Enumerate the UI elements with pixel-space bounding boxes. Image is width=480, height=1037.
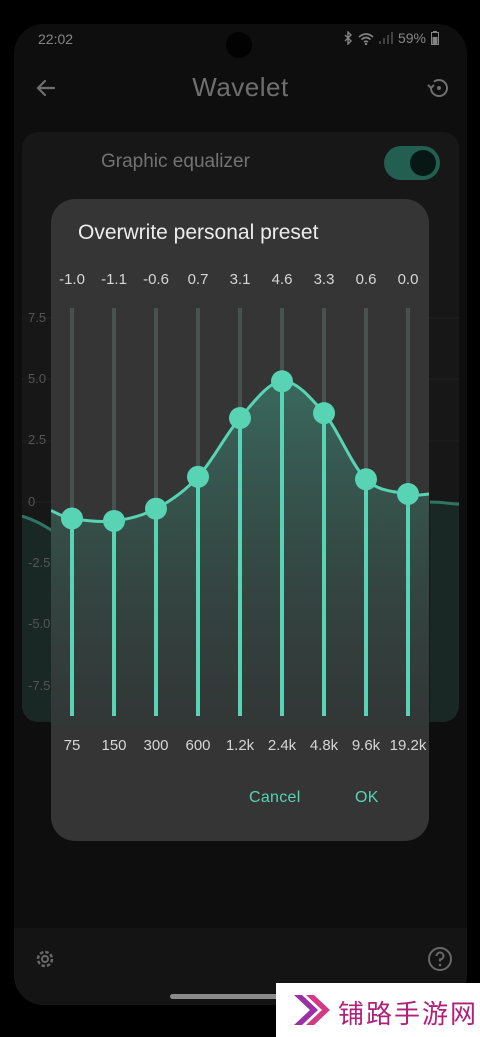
gain-label: 0.0: [397, 271, 419, 288]
axis-label: 0: [28, 494, 36, 509]
overwrite-preset-dialog: Overwrite personal preset -1.0 -1.1 -0.6…: [51, 199, 429, 841]
freq-label: 75: [63, 737, 81, 754]
axis-label: 5.0: [28, 371, 47, 386]
slider-handle[interactable]: [61, 507, 83, 530]
gain-label: 4.6: [271, 271, 293, 288]
slider-handle[interactable]: [271, 370, 293, 393]
gain-label: 0.7: [187, 271, 209, 288]
freq-label: 2.4k: [267, 737, 297, 754]
watermark-chevron-icon: [294, 995, 330, 1025]
equalizer-toggle[interactable]: [384, 146, 440, 180]
eq-graph: [51, 308, 429, 729]
settings-icon[interactable]: [32, 946, 58, 972]
wifi-icon: [358, 32, 374, 45]
status-bar: 22:02 59%: [14, 24, 467, 58]
freq-label: 150: [101, 737, 127, 754]
freq-label: 600: [185, 737, 211, 754]
gain-label: 3.1: [229, 271, 251, 288]
gain-label: 0.6: [355, 271, 377, 288]
equalizer-title: Graphic equalizer: [101, 151, 250, 172]
axis-label: -7.5: [28, 678, 51, 693]
axis-label: -2.5: [28, 555, 51, 570]
camera-cutout: [226, 32, 252, 58]
freq-label: 4.8k: [309, 737, 339, 754]
freq-label: 19.2k: [389, 737, 427, 754]
toggle-knob: [410, 150, 436, 176]
axis-label: -5.0: [28, 616, 51, 631]
axis-label: 2.5: [28, 432, 47, 447]
freq-label: 300: [143, 737, 169, 754]
slider-handle[interactable]: [397, 483, 419, 505]
status-icons: 59%: [343, 30, 439, 46]
slider-handle[interactable]: [355, 468, 377, 491]
gain-label: -0.6: [143, 271, 169, 288]
axis-label: 7.5: [28, 310, 47, 325]
status-time: 22:02: [38, 31, 74, 47]
slider-handle[interactable]: [187, 465, 209, 488]
slider-handle[interactable]: [145, 497, 167, 520]
gain-label: -1.1: [101, 271, 127, 288]
slider-handle[interactable]: [229, 407, 251, 430]
back-arrow-icon[interactable]: [32, 74, 60, 102]
battery-percent: 59%: [397, 30, 426, 46]
freq-label: 1.2k: [225, 737, 255, 754]
help-icon[interactable]: [427, 946, 453, 972]
watermark-logo: 铺路手游网: [276, 983, 480, 1037]
cancel-button[interactable]: Cancel: [249, 789, 301, 806]
app-bar: Wavelet: [14, 64, 467, 114]
home-indicator[interactable]: [170, 994, 310, 999]
app-title: Wavelet: [192, 72, 289, 102]
dialog-title: Overwrite personal preset: [78, 221, 319, 244]
bluetooth-icon: [344, 31, 352, 45]
slider-handle[interactable]: [103, 509, 125, 532]
watermark-text: 铺路手游网: [338, 999, 479, 1029]
slider-handle[interactable]: [313, 402, 335, 425]
gain-label: 3.3: [313, 271, 335, 288]
signal-icon: [378, 32, 393, 44]
freq-label: 9.6k: [351, 737, 381, 754]
battery-icon: [431, 31, 439, 45]
ok-button[interactable]: OK: [355, 789, 379, 806]
gain-label: -1.0: [59, 271, 85, 288]
history-icon[interactable]: [425, 74, 453, 102]
